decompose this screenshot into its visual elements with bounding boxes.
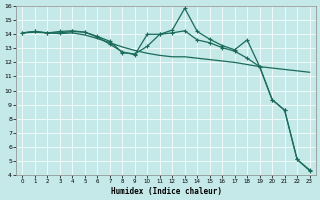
X-axis label: Humidex (Indice chaleur): Humidex (Indice chaleur)	[110, 187, 221, 196]
